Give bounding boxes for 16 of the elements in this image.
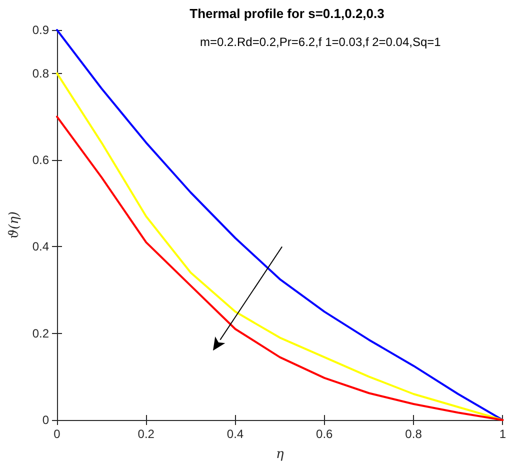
x-tick-label: 0.4 bbox=[226, 427, 244, 441]
y-axis-title: ϑ(η) bbox=[7, 211, 22, 239]
x-tick-label: 0.2 bbox=[138, 427, 155, 441]
y-tick-label: 0.2 bbox=[32, 326, 50, 340]
x-tick-label: 0.8 bbox=[405, 427, 422, 441]
x-axis-title: η bbox=[276, 447, 284, 462]
y-tick-label: 0.4 bbox=[32, 240, 50, 254]
y-tick-label: 0.8 bbox=[32, 66, 50, 80]
y-tick-label: 0 bbox=[42, 413, 50, 427]
annotation: m=0.2.Rd=0.2,Pr=6.2,f 1=0.03,f 2=0.04,Sq=1 bbox=[200, 35, 441, 49]
y-tick-label: 0.6 bbox=[32, 153, 50, 167]
y-tick-label: 0.9 bbox=[32, 23, 50, 37]
x-tick-label: 1 bbox=[499, 427, 506, 441]
x-tick-label: 0 bbox=[54, 427, 61, 441]
x-tick-label: 0.6 bbox=[316, 427, 334, 441]
chart-title: Thermal profile for s=0.1,0.2,0.3 bbox=[190, 6, 384, 21]
